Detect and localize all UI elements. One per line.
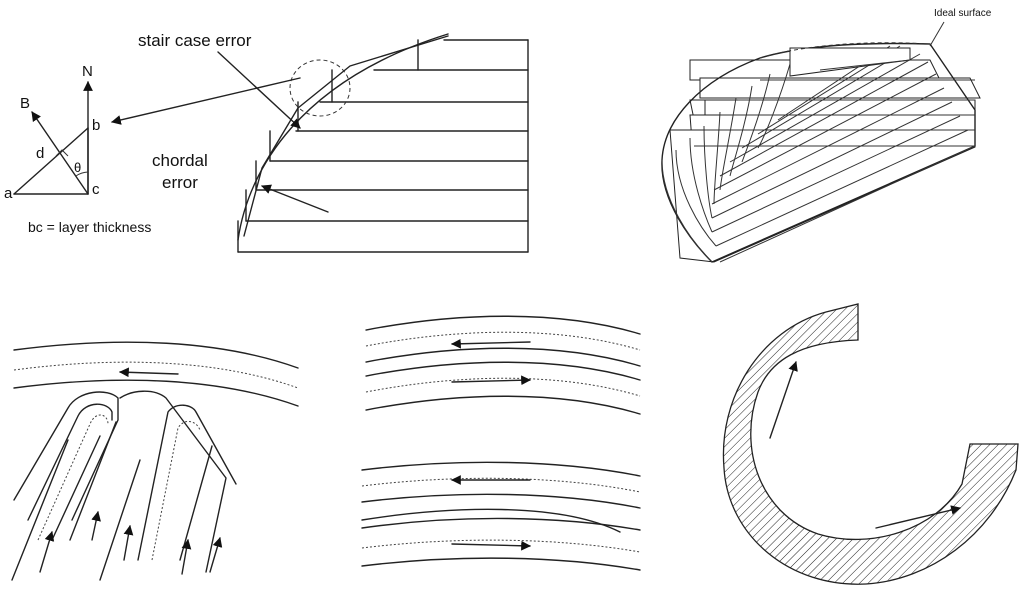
hatched-ring-diagram: [722, 303, 1019, 585]
label-N: N: [82, 63, 93, 80]
label-a: a: [4, 185, 13, 202]
label-ideal-surface: Ideal surface: [934, 8, 992, 19]
stepped-dome-diagram: Ideal surface: [661, 8, 992, 263]
label-d: d: [36, 145, 44, 162]
label-stair-case-error: stair case error: [138, 31, 252, 50]
caption-layer-thickness: bc = layer thickness: [28, 219, 151, 235]
label-b: b: [92, 117, 100, 134]
label-error: error: [162, 173, 198, 192]
raster-curve-diagram: [11, 341, 299, 581]
contour-paths-diagram: [361, 315, 641, 571]
label-c: c: [92, 181, 100, 198]
label-theta: θ: [74, 160, 81, 175]
label-B: B: [20, 95, 30, 112]
triangle-diagram: N B a b c d θ bc = layer thickness: [4, 63, 151, 235]
label-chordal: chordal: [152, 151, 208, 170]
staircase-diagram: stair case error chordal error: [111, 31, 529, 253]
